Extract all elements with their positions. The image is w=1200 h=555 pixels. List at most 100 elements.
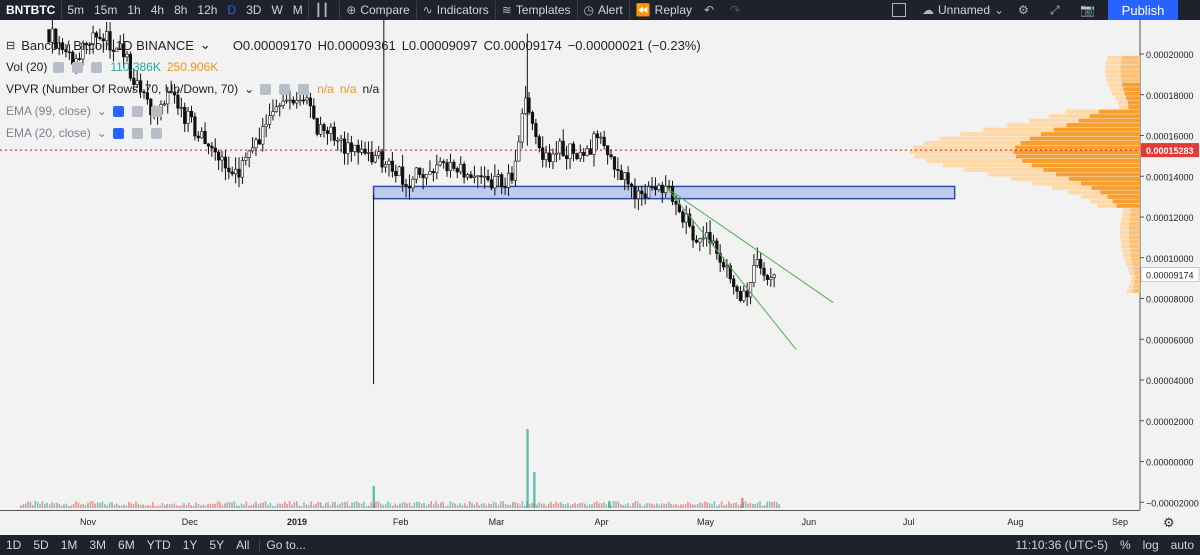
candle-body: [506, 172, 511, 188]
gear-icon[interactable]: ⚙: [1163, 515, 1175, 530]
vpvr-value: n/a: [362, 82, 380, 96]
gear-icon[interactable]: [131, 105, 143, 117]
volume-bar: [180, 505, 183, 508]
range-1m[interactable]: 1M: [60, 538, 78, 552]
interval-5m[interactable]: 5m: [67, 3, 84, 17]
candle-body: [588, 148, 593, 155]
redo-button[interactable]: ↷: [724, 0, 750, 20]
chart-area[interactable]: 0.00020000 0.00018000 0.00016000 0.00014000…: [0, 20, 1200, 510]
layout-menu[interactable]: ☁ Unnamed ⌄: [916, 0, 1014, 20]
volume-bar: [749, 502, 752, 508]
replay-button[interactable]: ⏪ Replay: [630, 0, 698, 20]
price-chart[interactable]: 0.00020000 0.00018000 0.00016000 0.00014000…: [0, 20, 1200, 510]
volume-bar: [572, 503, 574, 508]
compare-button[interactable]: ⊕ Compare: [340, 0, 415, 20]
volume-bar: [500, 501, 502, 508]
gear-icon[interactable]: [279, 83, 291, 95]
close-icon[interactable]: [91, 61, 103, 73]
alert-button[interactable]: ◷ Alert: [578, 0, 629, 20]
hidden-eye-icon[interactable]: [112, 105, 124, 117]
log-toggle[interactable]: log: [1142, 538, 1159, 552]
templates-button[interactable]: ≋ Templates: [496, 0, 577, 20]
alert-label: Alert: [598, 3, 623, 17]
volume-bar: [65, 503, 68, 508]
volume-bar: [435, 501, 437, 508]
fullscreen-toggle[interactable]: [886, 0, 912, 20]
chevron-down-icon[interactable]: ⌄: [199, 37, 211, 52]
vpvr-bar: [1013, 150, 1140, 155]
vpvr-bar: [1105, 73, 1140, 78]
range-5d[interactable]: 5D: [33, 538, 49, 552]
range-1y[interactable]: 1Y: [182, 538, 198, 552]
goto-button[interactable]: Go to...: [259, 538, 311, 552]
auto-toggle[interactable]: auto: [1170, 538, 1194, 552]
candle-body: [291, 99, 295, 104]
legend-volume-row[interactable]: Vol (20) 110.386K 250.906K: [6, 56, 701, 78]
chevron-down-icon[interactable]: ⌄: [96, 104, 107, 118]
interval-w[interactable]: W: [271, 3, 283, 17]
eye-icon[interactable]: [53, 61, 65, 73]
candle-body: [206, 143, 211, 147]
volume-bar: [300, 505, 303, 508]
range-6m[interactable]: 6M: [118, 538, 135, 552]
hidden-eye-icon[interactable]: [112, 127, 124, 139]
range-all[interactable]: All: [236, 538, 250, 552]
gear-icon[interactable]: [72, 61, 84, 73]
interval-1h[interactable]: 1h: [127, 3, 141, 17]
gear-icon[interactable]: [131, 127, 143, 139]
volume-bar: [586, 505, 588, 508]
chevron-down-icon[interactable]: ⌄: [96, 126, 107, 140]
interval-8h[interactable]: 8h: [174, 3, 188, 17]
settings-button[interactable]: ⚙: [1012, 0, 1039, 20]
range-ytd[interactable]: YTD: [146, 538, 171, 552]
symbol-search[interactable]: BNTBTC: [6, 3, 56, 17]
interval-4h[interactable]: 4h: [150, 3, 165, 17]
volume-bar: [579, 502, 581, 508]
snapshot-button[interactable]: 📷: [1074, 0, 1105, 20]
range-3m[interactable]: 3M: [89, 538, 107, 552]
publish-button[interactable]: Publish: [1108, 0, 1178, 20]
chevron-down-icon[interactable]: ⌄: [244, 82, 255, 96]
expand-button[interactable]: ⤢: [1044, 0, 1070, 20]
volume-bar: [480, 503, 483, 508]
interval-m[interactable]: M: [292, 3, 303, 17]
volume-bar: [706, 502, 708, 508]
close-icon[interactable]: [150, 127, 162, 139]
candle-body: [57, 42, 61, 49]
range-5y[interactable]: 5Y: [209, 538, 225, 552]
chevron-down-icon: ⌄: [994, 3, 1005, 17]
legend-ema99-row[interactable]: EMA (99, close) ⌄: [6, 100, 701, 122]
percent-toggle[interactable]: %: [1119, 538, 1131, 552]
volume-bar: [240, 503, 243, 508]
range-1d[interactable]: 1D: [6, 538, 22, 552]
undo-button[interactable]: ↶: [698, 0, 724, 20]
vpvr-bar: [1120, 239, 1140, 244]
collapse-icon[interactable]: ⊟: [6, 39, 16, 52]
indicators-button[interactable]: ∿ Indicators: [417, 0, 495, 20]
volume-bar: [120, 505, 123, 508]
volume-bar: [70, 505, 72, 508]
interval-12h[interactable]: 12h: [197, 3, 218, 17]
legend-ema20-row[interactable]: EMA (20, close) ⌄: [6, 122, 701, 144]
vpvr-bar: [1128, 284, 1140, 289]
volume-bar: [730, 503, 732, 508]
legend-vpvr-row[interactable]: VPVR (Number Of Rows, 70, Up/Down, 70) ⌄…: [6, 78, 701, 100]
time-axis[interactable]: Nov Dec 2019 Feb Mar Apr May Jun Jul Aug Sep ⚙: [0, 510, 1175, 536]
volume-bar: [605, 504, 608, 508]
interval-3d[interactable]: 3D: [246, 3, 262, 17]
eye-icon[interactable]: [260, 83, 272, 95]
candle-body: [445, 162, 449, 172]
candle-body: [769, 277, 773, 280]
interval-15m[interactable]: 15m: [94, 3, 118, 17]
candle-body: [500, 174, 504, 188]
volume-bar: [476, 502, 478, 508]
chart-style-button[interactable]: ┃┃: [309, 0, 339, 20]
undo-icon: ↶: [704, 3, 715, 17]
close-icon[interactable]: [150, 105, 162, 117]
volume-ma-value: 250.906K: [166, 60, 219, 74]
volume-value: 110.386K: [110, 60, 161, 74]
close-icon[interactable]: [298, 83, 310, 95]
vpvr-bar: [1128, 266, 1140, 271]
interval-d[interactable]: D: [227, 3, 237, 17]
candle-body: [336, 139, 340, 142]
